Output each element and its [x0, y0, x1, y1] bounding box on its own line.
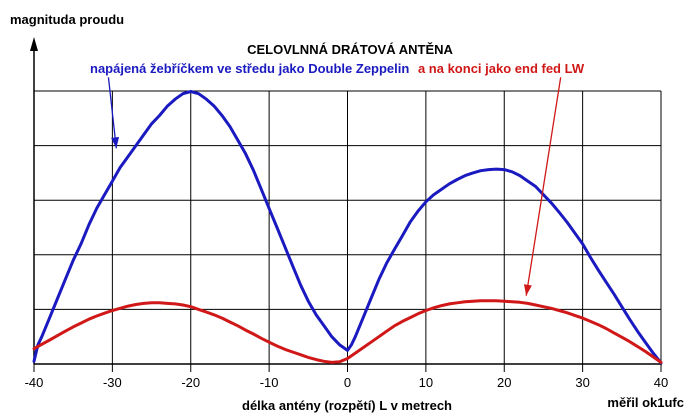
- subtitle-blue-text: napájená žebříčkem ve středu jako Double…: [90, 61, 409, 76]
- subtitle-blue: napájená žebříčkem ve středu jako Double…: [90, 61, 585, 76]
- annotation-arrowhead-1: [523, 284, 532, 296]
- x-tick-label-0: -40: [25, 375, 44, 390]
- x-tick-label-6: 20: [497, 375, 511, 390]
- annotation-arrow-line-1: [525, 77, 562, 296]
- annotation-arrows: [107, 77, 562, 296]
- chart-title: CELOVLNNÁ DRÁTOVÁ ANTĚNA: [247, 42, 453, 57]
- x-ticks: -40 -30 -20 -10 0 10 20 30 40: [25, 364, 668, 390]
- x-axis-label: délka antény (rozpětí) L v metrech: [242, 398, 452, 413]
- annotation-arrowhead-0: [111, 136, 120, 149]
- x-tick-label-7: 30: [575, 375, 589, 390]
- annotation-arrow-line-0: [107, 77, 117, 149]
- x-tick-label-4: 0: [344, 375, 351, 390]
- y-axis-arrowhead: [30, 37, 38, 51]
- y-axis-label: magnituda proudu: [10, 12, 124, 27]
- series-layer: [32, 90, 663, 365]
- credit-label: měřil ok1ufc: [607, 395, 684, 410]
- grid: [34, 90, 662, 364]
- series-line-1: [32, 299, 663, 364]
- x-tick-label-5: 10: [419, 375, 433, 390]
- x-tick-label-2: -20: [181, 375, 200, 390]
- x-tick-label-8: 40: [654, 375, 668, 390]
- series-line-0: [32, 90, 663, 365]
- x-tick-label-1: -30: [103, 375, 122, 390]
- x-tick-label-3: -10: [260, 375, 279, 390]
- subtitle-red-text: a na konci jako end fed LW: [418, 61, 585, 76]
